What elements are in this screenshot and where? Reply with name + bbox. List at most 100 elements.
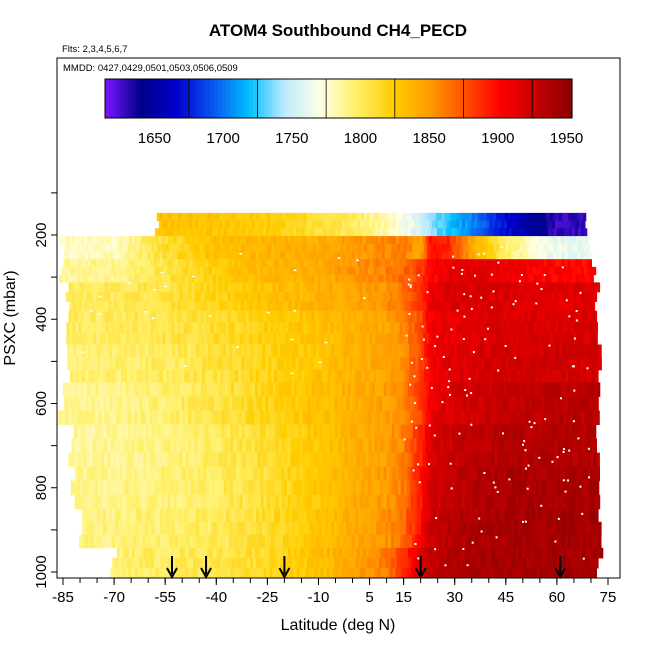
heatmap-cell — [560, 382, 565, 397]
heatmap-cell — [394, 243, 398, 252]
heatmap-cell — [307, 396, 311, 411]
heatmap-cell — [427, 357, 431, 371]
heatmap-cell — [410, 466, 414, 482]
heatmap-cell — [122, 382, 127, 397]
heatmap-cell — [185, 494, 190, 510]
heatmap-cell — [509, 410, 513, 425]
heatmap-cell — [193, 228, 198, 237]
heatmap-cell — [388, 266, 393, 276]
heatmap-cell — [178, 508, 182, 523]
heatmap-cell — [86, 310, 91, 323]
heatmap-cell — [231, 301, 236, 312]
heatmap-cell — [575, 494, 580, 510]
heatmap-cell — [182, 452, 186, 468]
heatmap-cell — [325, 243, 329, 252]
heatmap-cell — [547, 396, 551, 411]
heatmap-cell — [152, 236, 157, 245]
heatmap-cell — [273, 301, 278, 312]
heatmap-cell — [262, 521, 266, 536]
heatmap-cell — [587, 282, 592, 293]
heatmap-cell — [124, 357, 128, 371]
heatmap-cell — [163, 266, 168, 276]
heatmap-cell — [494, 236, 499, 245]
heatmap-cell — [398, 438, 402, 454]
heatmap-cell — [355, 228, 360, 237]
heatmap-cell — [576, 333, 580, 345]
heatmap-cell — [303, 322, 307, 334]
heatmap-cell — [373, 266, 378, 276]
heatmap-cell — [418, 228, 423, 237]
heatmap-cell — [195, 333, 199, 345]
heatmap-cell — [144, 251, 149, 260]
heatmap-cell — [332, 382, 337, 397]
heatmap-cell — [547, 357, 551, 371]
heatmap-cell — [572, 466, 576, 482]
heatmap-cell — [324, 322, 328, 334]
heatmap-cell — [350, 291, 355, 302]
heatmap-cell — [459, 220, 463, 229]
heatmap-cell — [116, 310, 121, 323]
heatmap-cell — [396, 220, 400, 229]
heatmap-cell — [112, 357, 116, 371]
heatmap-cell — [101, 382, 106, 397]
heatmap-cell — [67, 357, 71, 371]
heatmap-cell — [103, 369, 107, 383]
heatmap-cell — [553, 357, 557, 371]
heatmap-cell — [513, 212, 518, 222]
heatmap-cell — [220, 228, 225, 237]
heatmap-cell — [256, 396, 260, 411]
heatmap-cell — [546, 301, 551, 312]
heatmap-cell — [173, 466, 177, 482]
heatmap-cell — [281, 282, 286, 293]
heatmap-cell — [104, 494, 109, 510]
heatmap-cell — [286, 228, 291, 237]
heatmap-cell — [374, 236, 379, 245]
heatmap-cell — [248, 310, 253, 323]
heatmap-cell — [539, 494, 544, 510]
heatmap-cell — [345, 259, 349, 268]
heatmap-cell — [286, 357, 290, 371]
heatmap-cell — [196, 357, 200, 371]
heatmap-cell — [152, 274, 156, 283]
heatmap-cell — [349, 396, 353, 411]
heatmap-cell — [273, 333, 277, 345]
heatmap-cell — [423, 251, 428, 260]
heatmap-cell — [162, 212, 167, 222]
heatmap-cell — [152, 291, 157, 302]
heatmap-cell — [424, 396, 428, 411]
heatmap-cell — [418, 521, 422, 536]
heatmap-cell — [481, 396, 485, 411]
heatmap-cell — [233, 382, 238, 397]
heatmap-cell — [195, 259, 199, 268]
heatmap-cell — [390, 259, 394, 268]
heatmap-cell — [95, 236, 100, 245]
heatmap-cell — [114, 259, 118, 268]
heatmap-cell — [482, 382, 487, 397]
heatmap-cell — [194, 274, 198, 283]
heatmap-cell — [416, 274, 420, 283]
heatmap-cell — [133, 521, 137, 536]
heatmap-cell — [190, 344, 194, 358]
heatmap-cell — [583, 344, 587, 358]
heatmap-cell — [470, 274, 474, 283]
heatmap-cell — [311, 274, 315, 283]
heatmap-cell — [246, 322, 250, 334]
heatmap-cell — [472, 480, 477, 496]
heatmap-cell — [521, 438, 525, 454]
heatmap-cell — [420, 322, 424, 334]
heatmap-cell — [558, 301, 563, 312]
heatmap-cell — [161, 494, 166, 510]
heatmap-cell — [375, 333, 379, 345]
heatmap-cell — [212, 382, 217, 397]
heatmap-cell — [89, 466, 93, 482]
heatmap-cell — [236, 410, 240, 425]
heatmap-cell — [293, 494, 298, 510]
heatmap-cell — [361, 480, 366, 496]
heatmap-cell — [219, 333, 223, 345]
heatmap-cell — [296, 452, 300, 468]
heatmap-cell — [355, 480, 360, 496]
heatmap-cell — [420, 259, 424, 268]
heatmap-cell — [380, 236, 385, 245]
heatmap-cell — [445, 243, 449, 252]
heatmap-cell — [439, 228, 444, 237]
